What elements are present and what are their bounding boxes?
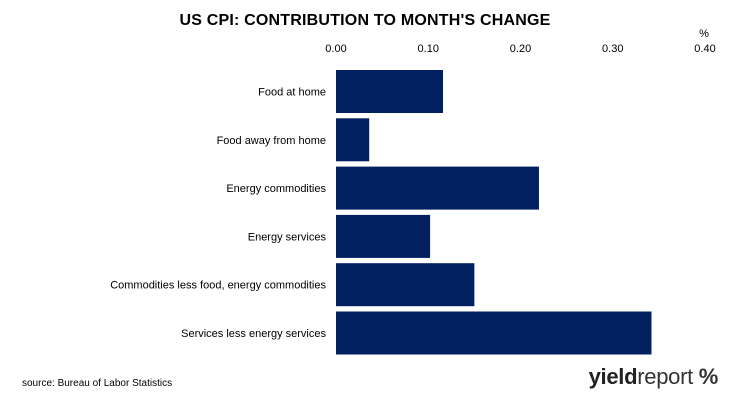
unit-label: %	[699, 28, 709, 40]
percent-icon: %	[698, 364, 719, 389]
category-label: Energy services	[248, 231, 327, 243]
bars	[336, 70, 652, 355]
logo-text-bold: yield	[588, 364, 638, 389]
bar	[336, 166, 539, 210]
category-label: Commodities less food, energy commoditie…	[110, 280, 326, 292]
category-label: Food at home	[258, 87, 326, 99]
category-label: Energy commodities	[226, 183, 326, 195]
bar	[336, 70, 444, 113]
bar	[336, 263, 475, 307]
source-note: source: Bureau of Labor Statistics	[22, 378, 173, 389]
x-tick-label: 0.10	[418, 43, 439, 55]
x-tick-label: 0.00	[325, 43, 346, 55]
category-labels: Food at home Food away from home Energy co…	[110, 87, 326, 341]
bar	[336, 214, 431, 258]
bar	[336, 311, 652, 355]
yieldreport-logo: yieldreport %	[588, 364, 719, 390]
category-label: Food away from home	[217, 135, 326, 147]
logo-text-regular: report	[637, 364, 693, 389]
x-tick-label: 0.30	[602, 43, 623, 55]
bar	[336, 118, 370, 162]
chart-title: US CPI: CONTRIBUTION TO MONTH'S CHANGE	[179, 12, 551, 29]
category-label: Services less energy services	[181, 328, 326, 340]
x-tick-label: 0.40	[694, 43, 715, 55]
x-axis-ticks: 0.00 0.10 0.20 0.30 0.40	[325, 43, 715, 55]
x-tick-label: 0.20	[510, 43, 531, 55]
